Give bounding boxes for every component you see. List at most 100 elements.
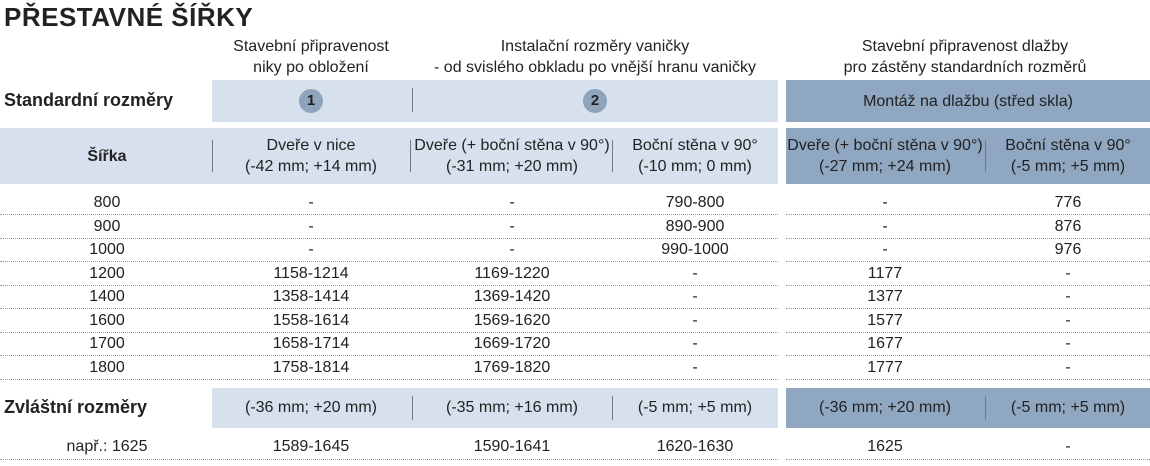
column-header: Boční stěna v 90° bbox=[1005, 137, 1131, 154]
column-header: (-27 mm; +24 mm) bbox=[818, 158, 951, 175]
cell: 1000 bbox=[89, 241, 125, 258]
cell: - bbox=[509, 194, 515, 211]
divider bbox=[985, 140, 986, 172]
band bbox=[212, 80, 778, 122]
row-separator bbox=[0, 355, 778, 356]
row-label: Standardní rozměry bbox=[4, 90, 174, 110]
row-separator bbox=[786, 308, 1150, 309]
group-header: - od svislého obkladu po vnější hranu va… bbox=[434, 59, 756, 76]
row-separator bbox=[0, 308, 778, 309]
band bbox=[786, 128, 1150, 184]
cell: 1590-1641 bbox=[473, 438, 551, 455]
cell: 1600 bbox=[89, 311, 125, 329]
column-header: Dveře v nice bbox=[266, 137, 356, 154]
title: PŘESTAVNÉ ŠÍŘKY bbox=[4, 2, 254, 32]
row-separator bbox=[786, 355, 1150, 356]
cell: 1169-1220 bbox=[474, 264, 550, 282]
cell: 1400 bbox=[89, 288, 125, 305]
column-header: (-5 mm; +5 mm) bbox=[1010, 158, 1126, 175]
cell: 1558-1614 bbox=[272, 311, 350, 329]
divider bbox=[612, 140, 613, 172]
cell: - bbox=[882, 217, 888, 235]
row-separator bbox=[0, 331, 778, 333]
cell: 1677 bbox=[867, 335, 903, 352]
column-header: (-10 mm; 0 mm) bbox=[638, 158, 752, 175]
cell: (-5 mm; +5 mm) bbox=[637, 399, 753, 416]
cell: - bbox=[308, 241, 314, 258]
cell: 776 bbox=[1054, 194, 1082, 211]
row-label: Zvláštní rozměry bbox=[4, 397, 148, 417]
cell: 790-800 bbox=[665, 194, 725, 211]
row-separator bbox=[786, 261, 1150, 262]
divider bbox=[212, 140, 213, 172]
row-separator bbox=[786, 237, 1150, 239]
cell: (-36 mm; +20 mm) bbox=[818, 399, 951, 416]
cell: 1658-1714 bbox=[272, 335, 350, 352]
cell: - bbox=[308, 217, 314, 235]
row-separator bbox=[786, 331, 1150, 333]
cell: 1620-1630 bbox=[656, 438, 734, 455]
band bbox=[212, 388, 778, 428]
width-header: Šířka bbox=[87, 148, 127, 165]
cell: 1625 bbox=[867, 438, 903, 455]
marker: 1 bbox=[299, 89, 323, 113]
cell: 1358-1414 bbox=[272, 288, 350, 305]
cell: - bbox=[509, 241, 515, 258]
column-header: Dveře (+ boční stěna v 90°) bbox=[414, 137, 610, 154]
cell: 1769-1820 bbox=[473, 358, 551, 376]
cell: - bbox=[882, 241, 888, 258]
cell: 1569-1620 bbox=[473, 311, 551, 329]
cell: - bbox=[308, 194, 314, 211]
cell: 1369-1420 bbox=[473, 288, 551, 305]
cell: - bbox=[1065, 264, 1071, 282]
cell: 890-900 bbox=[665, 217, 725, 235]
cell: (-35 mm; +16 mm) bbox=[445, 399, 578, 416]
cell: (-36 mm; +20 mm) bbox=[244, 399, 377, 416]
cell: 1669-1720 bbox=[473, 335, 551, 352]
cell: 976 bbox=[1054, 241, 1082, 258]
column-header: (-31 mm; +20 mm) bbox=[445, 158, 578, 175]
marker: 2 bbox=[583, 89, 607, 113]
group-header: pro zástěny standardních rozměrů bbox=[843, 59, 1087, 76]
mount-label: Montáž na dlažbu (střed skla) bbox=[863, 93, 1073, 110]
band bbox=[0, 128, 778, 184]
row-separator bbox=[786, 284, 1150, 286]
cell: 1589-1645 bbox=[272, 438, 350, 455]
cell: 800 bbox=[93, 194, 121, 211]
cell: - bbox=[692, 335, 698, 352]
row-separator bbox=[0, 214, 778, 215]
column-header: Boční stěna v 90° bbox=[632, 137, 758, 154]
cell: 1577 bbox=[867, 311, 903, 329]
cell: - bbox=[692, 288, 698, 305]
group-header: Stavební připravenost bbox=[233, 38, 389, 55]
column-header: (-42 mm; +14 mm) bbox=[244, 158, 377, 175]
column-header: Dveře (+ boční stěna v 90°) bbox=[787, 137, 983, 154]
divider bbox=[412, 396, 413, 420]
cell: 1800 bbox=[89, 358, 125, 376]
group-header: niky po obložení bbox=[253, 59, 369, 76]
group-header: Stavební připravenost dlažby bbox=[861, 38, 1069, 55]
row-separator bbox=[786, 214, 1150, 215]
group-header: Instalační rozměry vaničky bbox=[500, 38, 690, 55]
cell: - bbox=[1065, 358, 1071, 376]
row-separator bbox=[0, 459, 778, 460]
cell: - bbox=[509, 217, 515, 235]
divider bbox=[985, 396, 986, 420]
cell: - bbox=[692, 264, 698, 282]
cell: 1700 bbox=[89, 335, 125, 352]
cell: 1158-1214 bbox=[273, 264, 349, 282]
divider bbox=[412, 88, 413, 112]
band bbox=[786, 388, 1150, 428]
divider bbox=[410, 140, 411, 172]
cell: 1200 bbox=[89, 264, 125, 282]
cell: - bbox=[692, 311, 698, 329]
row-separator bbox=[0, 378, 778, 380]
divider bbox=[612, 396, 613, 420]
cell: - bbox=[1065, 311, 1071, 329]
row-separator bbox=[0, 261, 778, 262]
row-separator bbox=[786, 378, 1150, 380]
row-separator bbox=[0, 237, 778, 239]
cell: 876 bbox=[1054, 217, 1082, 235]
cell: - bbox=[692, 358, 698, 376]
